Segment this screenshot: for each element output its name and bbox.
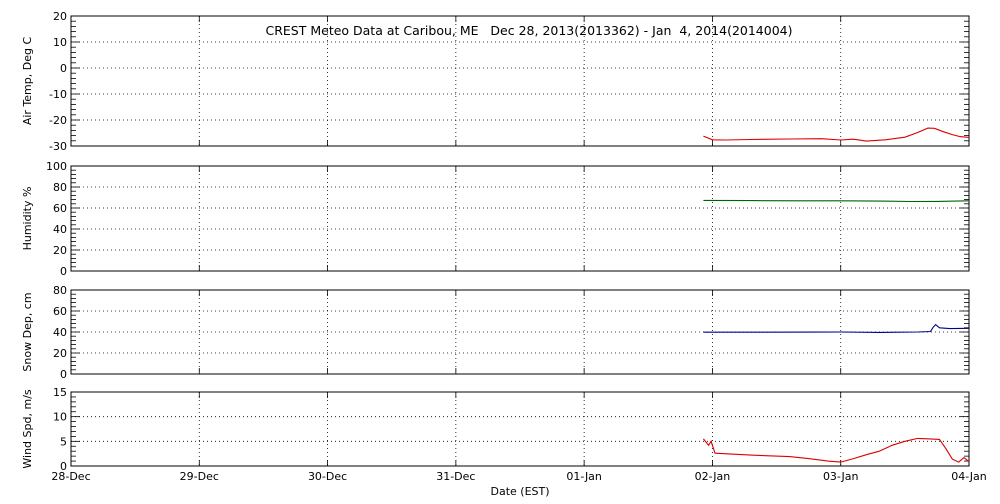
panel-frame bbox=[70, 391, 970, 467]
x-tick-label: 29-Dec bbox=[180, 470, 219, 483]
y-tick-label: 15 bbox=[53, 386, 67, 399]
x-tick-label: 28-Dec bbox=[51, 470, 90, 483]
y-tick-label: 100 bbox=[46, 160, 67, 173]
x-tick-label: 30-Dec bbox=[308, 470, 347, 483]
y-tick-label: 0 bbox=[60, 62, 67, 75]
series-line-humidity bbox=[703, 199, 970, 203]
x-axis-label: Date (EST) bbox=[490, 485, 549, 498]
panel-wind-speed: 15 10 5 0 Wind Spd, m/s bbox=[21, 386, 970, 473]
series-line-wind-speed bbox=[702, 437, 970, 463]
y-tick-label: 5 bbox=[60, 435, 67, 448]
y-tick-label: -10 bbox=[49, 88, 67, 101]
x-tick-label: 02-Jan bbox=[695, 470, 731, 483]
y-axis-label: Wind Spd, m/s bbox=[21, 389, 34, 469]
y-tick-label: 10 bbox=[53, 36, 67, 49]
y-tick-label: -20 bbox=[49, 114, 67, 127]
panel-frame bbox=[70, 289, 970, 375]
y-tick-label: 0 bbox=[60, 460, 67, 473]
y-tick-label: 40 bbox=[53, 223, 67, 236]
y-tick-label: 0 bbox=[60, 265, 67, 278]
y-tick-label: 20 bbox=[53, 244, 67, 257]
x-tick-label: 04-Jan bbox=[951, 470, 987, 483]
x-tick-label: 03-Jan bbox=[823, 470, 859, 483]
series-line-air-temp bbox=[703, 127, 970, 142]
y-tick-label: 0 bbox=[60, 368, 67, 381]
x-tick-label: 01-Jan bbox=[566, 470, 602, 483]
y-tick-label: 10 bbox=[53, 411, 67, 424]
y-tick-label: 40 bbox=[53, 326, 67, 339]
panel-air-temp: 20 10 0 -10 -20 -30 Air Temp, Deg C bbox=[21, 10, 970, 153]
chart-title: CREST Meteo Data at Caribou, ME Dec 28, … bbox=[265, 23, 792, 38]
y-tick-label: 80 bbox=[53, 284, 67, 297]
panel-frame bbox=[70, 15, 970, 147]
panel-frame bbox=[70, 165, 970, 272]
panel-snow-depth: 80 60 40 20 0 Snow Dep, cm bbox=[21, 284, 970, 381]
y-axis-label: Humidity % bbox=[21, 187, 34, 251]
y-tick-label: 20 bbox=[53, 10, 67, 23]
y-tick-label: 60 bbox=[53, 202, 67, 215]
y-axis-label: Air Temp, Deg C bbox=[21, 37, 34, 126]
y-axis-label: Snow Dep, cm bbox=[21, 292, 34, 371]
y-tick-label: -30 bbox=[49, 140, 67, 153]
y-tick-label: 80 bbox=[53, 181, 67, 194]
y-tick-label: 20 bbox=[53, 347, 67, 360]
panel-humidity: 100 80 60 40 20 0 Humidity % bbox=[21, 160, 970, 278]
x-tick-label: 31-Dec bbox=[436, 470, 475, 483]
series-line-snow-depth bbox=[703, 323, 970, 333]
y-tick-label: 60 bbox=[53, 305, 67, 318]
